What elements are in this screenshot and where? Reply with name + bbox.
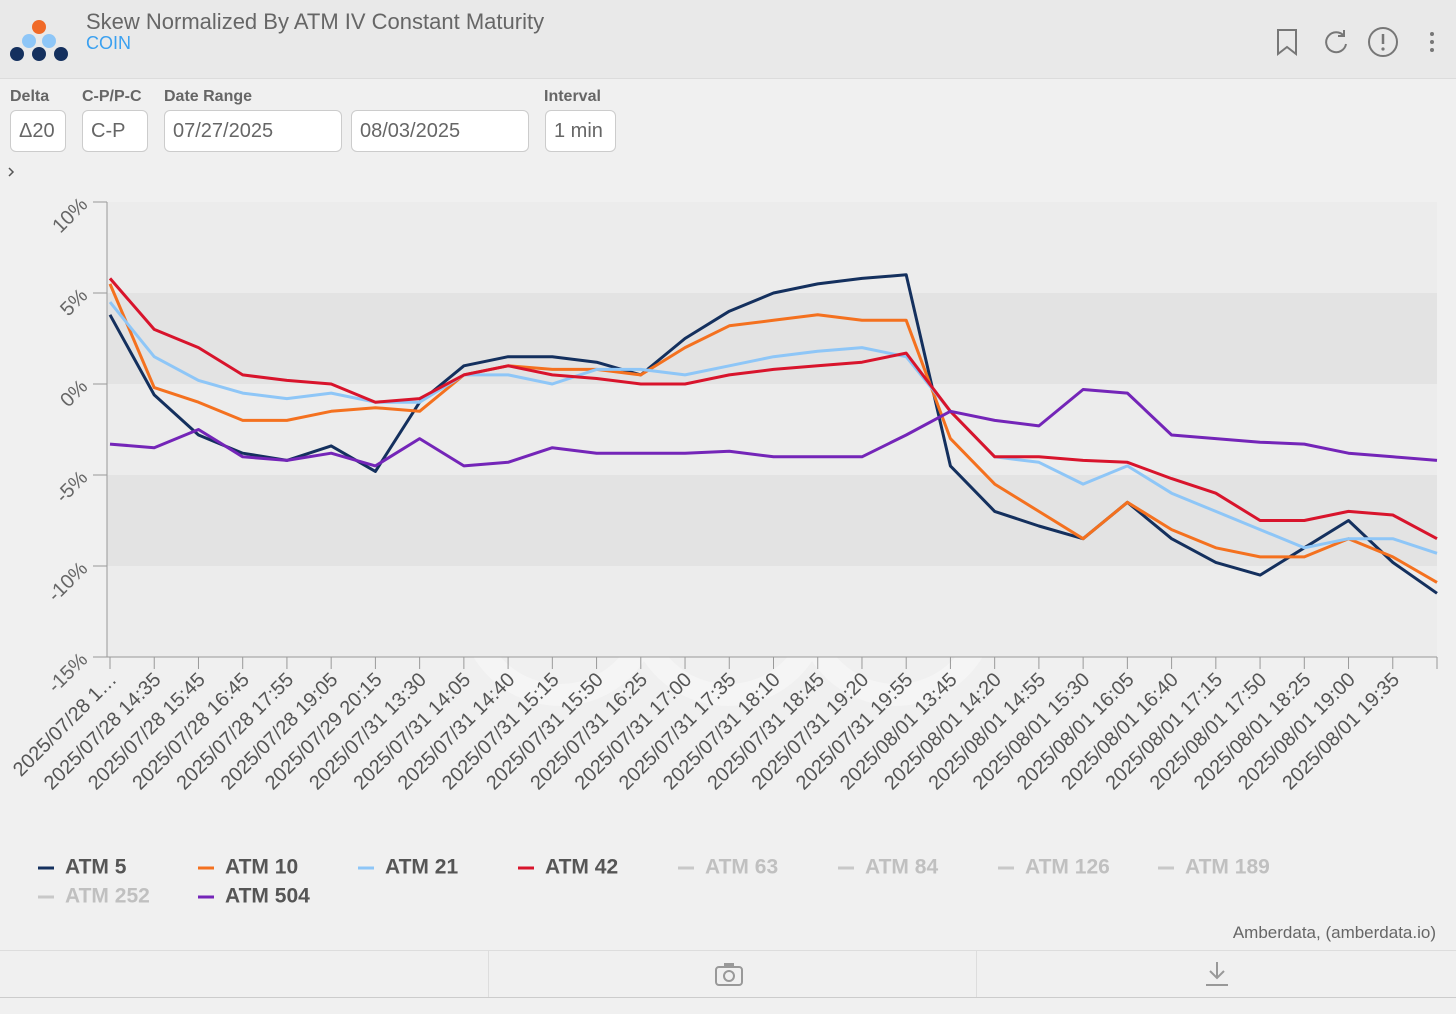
y-tick-label: 5% xyxy=(56,285,92,321)
series-line xyxy=(108,277,1438,541)
control-input[interactable]: 1 min xyxy=(545,110,616,152)
series-line xyxy=(108,301,1438,555)
header: Skew Normalized By ATM IV Constant Matur… xyxy=(0,0,1456,79)
legend-item[interactable]: ATM 5 xyxy=(38,856,127,879)
legend-label: ATM 84 xyxy=(865,856,938,879)
credit: Amberdata, (amberdata.io) xyxy=(1232,923,1436,942)
legend-item[interactable]: ATM 189 xyxy=(1158,856,1270,879)
y-tick-label: 10% xyxy=(48,194,92,238)
camera-button[interactable] xyxy=(714,961,744,987)
logo xyxy=(10,20,68,61)
download-button[interactable] xyxy=(1202,959,1232,989)
title: Skew Normalized By ATM IV Constant Matur… xyxy=(86,9,545,34)
control-label: Delta xyxy=(10,88,50,105)
y-tick-label: -10% xyxy=(44,558,93,607)
plot-background xyxy=(107,202,1437,657)
control-input[interactable]: 07/27/2025 xyxy=(164,110,342,152)
legend-label: ATM 504 xyxy=(225,885,310,908)
y-tick-label: 0% xyxy=(56,376,92,412)
legend-item[interactable]: ATM 84 xyxy=(838,856,938,879)
legend-label: ATM 5 xyxy=(65,856,127,879)
series-line xyxy=(108,273,1438,595)
legend-label: ATM 21 xyxy=(385,856,458,879)
legend-item[interactable]: ATM 252 xyxy=(38,885,150,908)
legend-label: ATM 63 xyxy=(705,856,778,879)
footer-toolbar xyxy=(0,950,1456,998)
series-line xyxy=(109,388,1438,468)
legend-item[interactable]: ATM 42 xyxy=(518,856,618,879)
legend-label: ATM 10 xyxy=(225,856,298,879)
control-input[interactable]: 08/03/2025 xyxy=(351,110,529,152)
y-tick-label: -5% xyxy=(52,467,93,508)
control-input[interactable]: Δ20 xyxy=(10,110,66,152)
legend-label: ATM 42 xyxy=(545,856,618,879)
legend-item[interactable]: ATM 21 xyxy=(358,856,458,879)
expand-arrow[interactable] xyxy=(8,167,15,177)
control-label: Date Range xyxy=(164,88,253,105)
subtitle: COIN xyxy=(86,33,131,53)
control-label: Interval xyxy=(544,88,601,105)
grid-band xyxy=(107,475,1437,566)
legend-item[interactable]: ATM 63 xyxy=(678,856,778,879)
legend-label: ATM 189 xyxy=(1185,856,1270,879)
legend-label: ATM 126 xyxy=(1025,856,1110,879)
chart: -15%-10%-5%0%5%10%2025/07/28 1…2025/07/2… xyxy=(8,167,1438,908)
toolbar-icons[interactable] xyxy=(1266,22,1446,62)
series-line xyxy=(108,283,1438,584)
control-input[interactable]: C-P xyxy=(82,110,148,152)
legend-label: ATM 252 xyxy=(65,885,150,908)
legend-item[interactable]: ATM 126 xyxy=(998,856,1110,879)
control-label: C-P/P-C xyxy=(82,88,142,105)
legend-item[interactable]: ATM 10 xyxy=(198,856,298,879)
legend-item[interactable]: ATM 504 xyxy=(198,885,310,908)
